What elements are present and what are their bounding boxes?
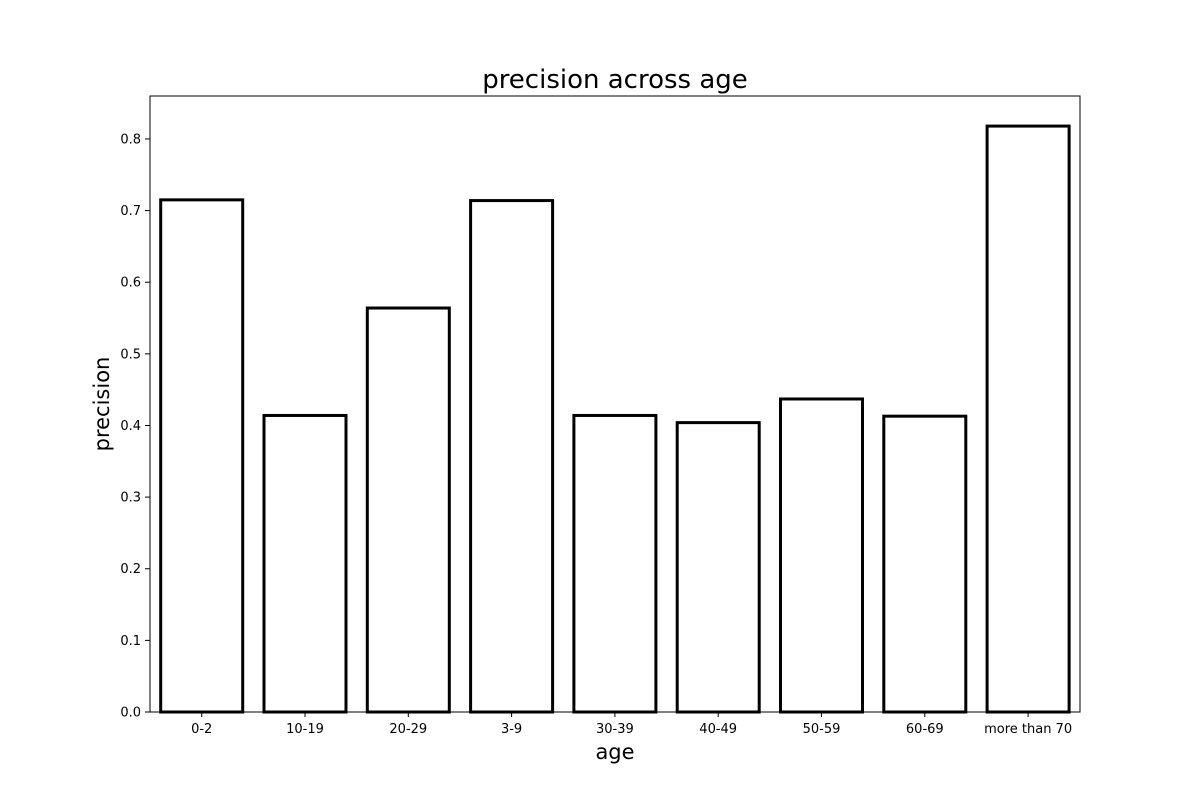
bar-3-9: [469, 199, 555, 714]
x-axis-label: age: [595, 740, 634, 764]
x-tick-label: 50-59: [803, 722, 841, 737]
ticks-layer: 0-2 10-19 20-29 3-9 30-39 40-49 50-59 60-69 more…: [120, 132, 1072, 737]
x-tick-label: 60-69: [906, 722, 944, 737]
y-tick-label: 0.5: [120, 347, 141, 362]
bars-layer: [159, 124, 1071, 714]
axes-frame: [149, 95, 1081, 713]
bar-20-29: [365, 306, 451, 714]
y-tick-label: 0.7: [120, 204, 141, 219]
x-tick-label: 3-9: [501, 722, 522, 737]
y-tick-label: 0.0: [120, 706, 141, 721]
bar-more-than-70: [985, 124, 1071, 714]
x-tick-label: 40-49: [699, 722, 737, 737]
y-axis-label: precision: [90, 357, 114, 452]
x-tick-label: 0-2: [191, 722, 212, 737]
bar-0-2: [159, 198, 245, 714]
bar-60-69: [882, 414, 968, 714]
x-tick-label: 10-19: [286, 722, 324, 737]
y-tick-label: 0.6: [120, 276, 141, 291]
y-tick-label: 0.3: [120, 491, 141, 506]
bar-30-39: [572, 413, 658, 714]
x-tick-label: 20-29: [389, 722, 427, 737]
x-tick-label: 30-39: [596, 722, 634, 737]
y-tick-label: 0.4: [120, 419, 141, 434]
y-tick-label: 0.2: [120, 562, 141, 577]
bar-10-19: [262, 413, 348, 714]
bar-50-59: [779, 397, 864, 714]
chart-title: precision across age: [482, 65, 748, 95]
bar-40-49: [675, 421, 761, 714]
y-tick-label: 0.1: [120, 634, 141, 649]
y-tick-label: 0.8: [120, 132, 141, 147]
x-tick-label: more than 70: [984, 722, 1072, 737]
